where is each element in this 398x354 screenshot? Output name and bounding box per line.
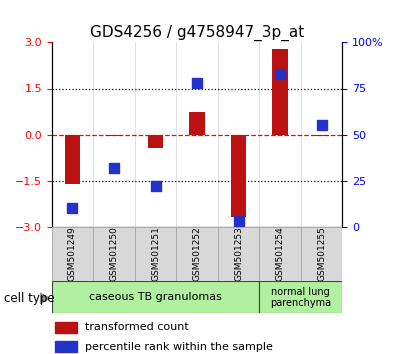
Bar — [189, 112, 205, 135]
Bar — [55, 322, 77, 333]
Point — [111, 165, 117, 171]
Bar — [148, 135, 164, 148]
Point — [277, 71, 283, 76]
Text: GSM501254: GSM501254 — [275, 227, 285, 281]
Text: GSM501250: GSM501250 — [109, 227, 119, 281]
Bar — [93, 227, 135, 281]
Polygon shape — [40, 293, 50, 304]
Text: percentile rank within the sample: percentile rank within the sample — [85, 342, 273, 352]
Point — [235, 218, 242, 224]
Bar — [272, 48, 288, 135]
Point — [152, 183, 159, 189]
Bar — [135, 227, 176, 281]
Bar — [55, 341, 77, 352]
Text: GSM501251: GSM501251 — [151, 227, 160, 281]
Text: GSM501255: GSM501255 — [317, 227, 326, 281]
Text: cell type: cell type — [4, 292, 55, 305]
Bar — [301, 227, 342, 281]
Text: GSM501249: GSM501249 — [68, 227, 77, 281]
Bar — [52, 227, 93, 281]
Text: caseous TB granulomas: caseous TB granulomas — [89, 292, 222, 302]
Bar — [64, 135, 80, 184]
Text: normal lung
parenchyma: normal lung parenchyma — [270, 286, 332, 308]
Text: GSM501253: GSM501253 — [234, 227, 243, 281]
Bar — [106, 135, 122, 136]
Text: GSM501252: GSM501252 — [193, 227, 201, 281]
Bar — [176, 227, 218, 281]
Point — [69, 205, 76, 211]
Title: GDS4256 / g4758947_3p_at: GDS4256 / g4758947_3p_at — [90, 25, 304, 41]
Bar — [259, 281, 342, 313]
Text: transformed count: transformed count — [85, 322, 189, 332]
Bar — [314, 135, 330, 136]
Bar — [52, 281, 259, 313]
Point — [318, 122, 325, 128]
Point — [194, 80, 200, 86]
Bar — [230, 135, 246, 217]
Bar — [259, 227, 301, 281]
Bar — [218, 227, 259, 281]
